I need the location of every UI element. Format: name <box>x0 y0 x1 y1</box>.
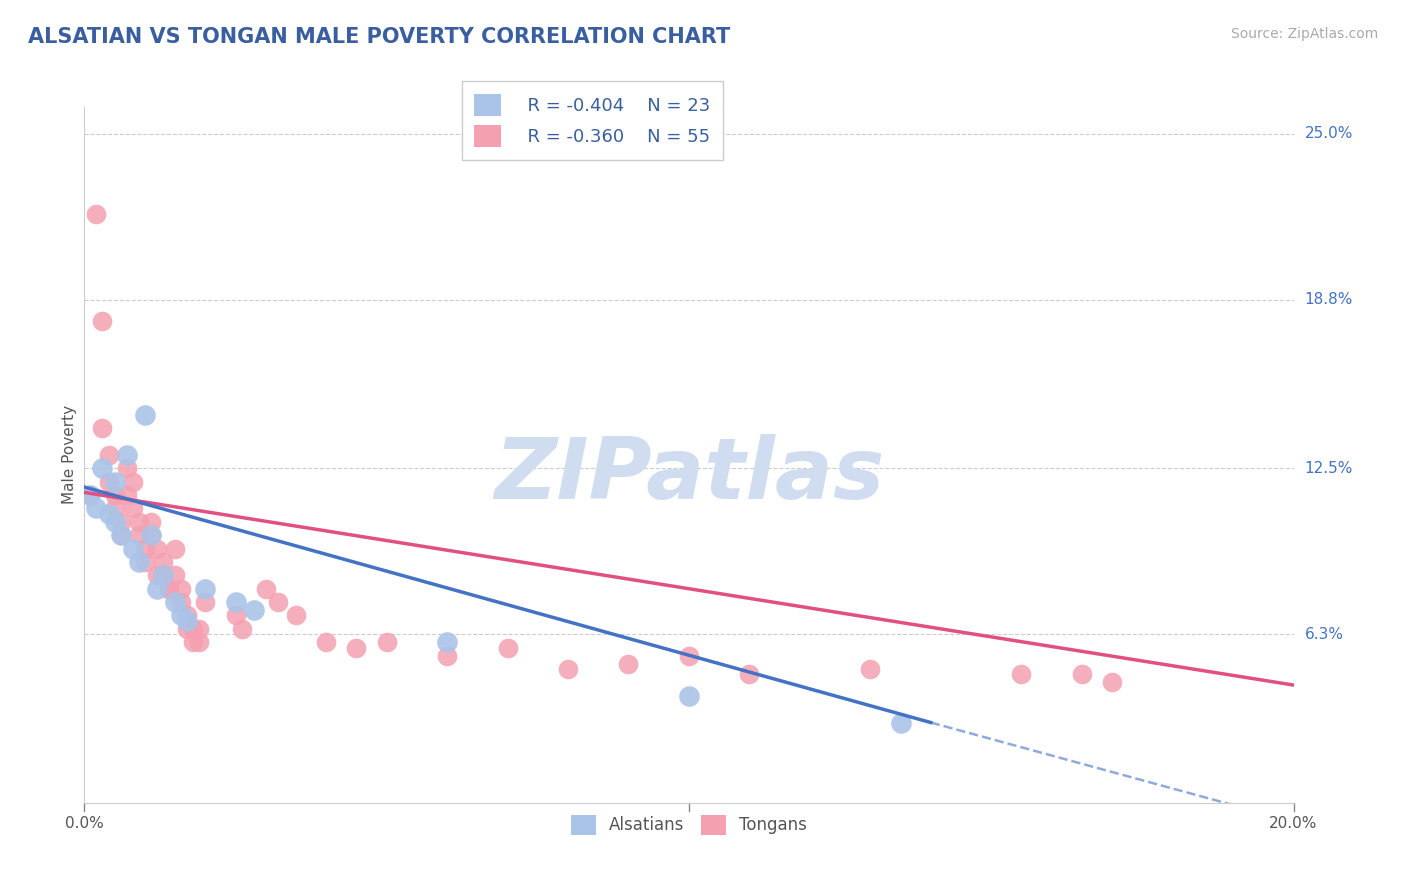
Point <box>738 667 761 681</box>
Point <box>176 614 198 628</box>
Point <box>225 595 247 609</box>
Text: 6.3%: 6.3% <box>1305 627 1344 641</box>
Point <box>170 595 193 609</box>
Point <box>79 488 101 502</box>
Point <box>134 408 156 422</box>
Point <box>146 568 169 582</box>
Point <box>91 421 114 435</box>
Point <box>557 662 579 676</box>
Point <box>104 515 127 529</box>
Point <box>110 528 132 542</box>
Point <box>346 640 368 655</box>
Text: Source: ZipAtlas.com: Source: ZipAtlas.com <box>1230 27 1378 41</box>
Point <box>139 528 162 542</box>
Point <box>170 608 193 623</box>
Point <box>157 582 180 596</box>
Text: ALSATIAN VS TONGAN MALE POVERTY CORRELATION CHART: ALSATIAN VS TONGAN MALE POVERTY CORRELAT… <box>28 27 730 46</box>
Point <box>176 608 198 623</box>
Point <box>152 555 174 569</box>
Point <box>170 582 193 596</box>
Point <box>104 475 127 489</box>
Point <box>86 207 108 221</box>
Text: 20.0%: 20.0% <box>1270 816 1317 830</box>
Point <box>890 715 912 730</box>
Point <box>436 648 458 663</box>
Point <box>157 582 180 596</box>
Text: 18.8%: 18.8% <box>1305 293 1353 307</box>
Point <box>115 488 138 502</box>
Point <box>165 541 187 556</box>
Point <box>152 568 174 582</box>
Point <box>194 595 217 609</box>
Point <box>617 657 640 671</box>
Point <box>225 608 247 623</box>
Point <box>121 541 143 556</box>
Point <box>165 568 187 582</box>
Text: 0.0%: 0.0% <box>65 816 104 830</box>
Point <box>104 501 127 516</box>
Point <box>254 582 277 596</box>
Point <box>176 622 198 636</box>
Point <box>104 488 127 502</box>
Point <box>139 515 162 529</box>
Point <box>146 541 169 556</box>
Point <box>188 622 211 636</box>
Point <box>110 528 132 542</box>
Point <box>1071 667 1094 681</box>
Point <box>242 603 264 617</box>
Point <box>194 582 217 596</box>
Text: 12.5%: 12.5% <box>1305 461 1353 475</box>
Point <box>91 314 114 328</box>
Point <box>97 507 120 521</box>
Point <box>115 448 138 462</box>
Point <box>267 595 290 609</box>
Point <box>121 475 143 489</box>
Point <box>91 461 114 475</box>
Point <box>128 528 150 542</box>
Point <box>139 528 162 542</box>
Point <box>315 635 337 649</box>
Point <box>181 635 204 649</box>
Point <box>146 582 169 596</box>
Point <box>1101 675 1123 690</box>
Y-axis label: Male Poverty: Male Poverty <box>62 405 77 505</box>
Point <box>1011 667 1033 681</box>
Legend: Alsatians, Tongans: Alsatians, Tongans <box>562 806 815 843</box>
Point <box>285 608 308 623</box>
Text: ZIPatlas: ZIPatlas <box>494 434 884 517</box>
Point <box>436 635 458 649</box>
Point <box>128 515 150 529</box>
Point <box>231 622 253 636</box>
Point <box>152 568 174 582</box>
Point <box>115 461 138 475</box>
Point <box>121 501 143 516</box>
Point <box>110 515 132 529</box>
Point <box>181 622 204 636</box>
Point <box>678 689 700 703</box>
Point <box>128 555 150 569</box>
Point <box>86 501 108 516</box>
Point <box>97 475 120 489</box>
Point <box>134 555 156 569</box>
Point <box>165 595 187 609</box>
Text: 25.0%: 25.0% <box>1305 127 1353 141</box>
Point <box>375 635 398 649</box>
Point <box>79 488 101 502</box>
Point <box>859 662 882 676</box>
Point <box>188 635 211 649</box>
Point <box>678 648 700 663</box>
Point <box>496 640 519 655</box>
Point <box>97 448 120 462</box>
Point <box>134 541 156 556</box>
